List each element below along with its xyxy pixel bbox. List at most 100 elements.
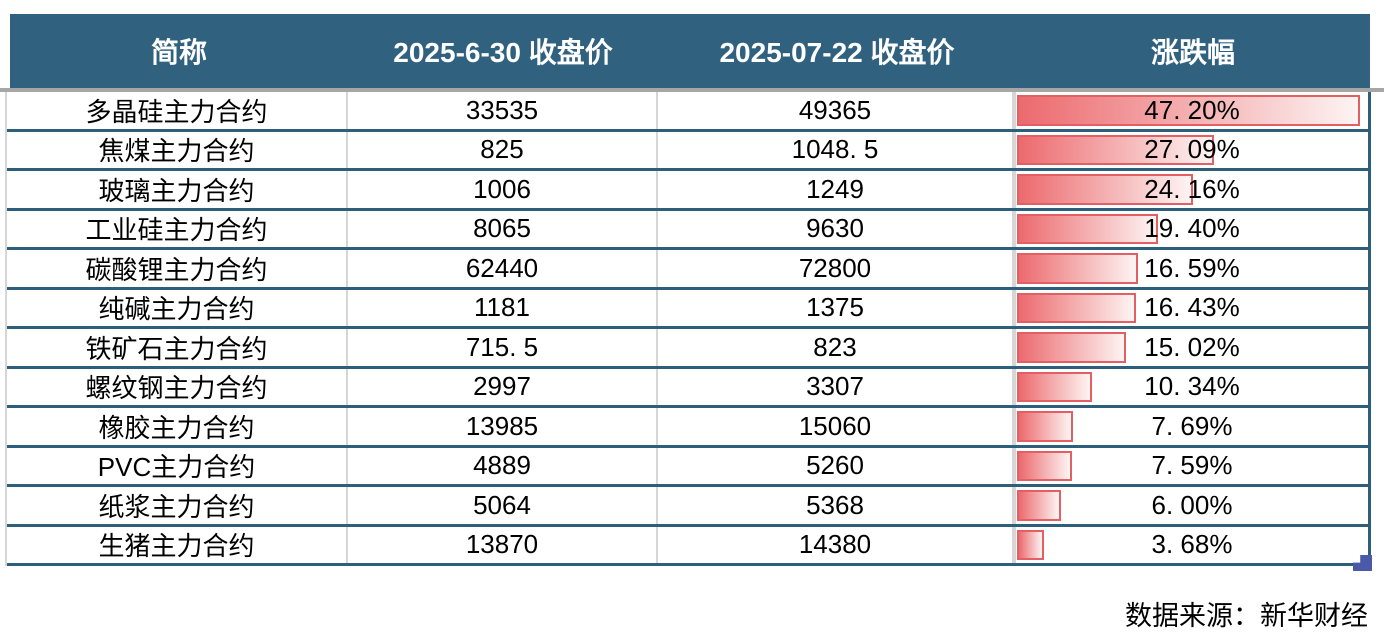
- data-bar-track: [1017, 134, 1360, 165]
- cell-change[interactable]: 15. 02%: [1016, 329, 1368, 366]
- change-label: 10. 34%: [1144, 371, 1240, 402]
- table-row: 生猪主力合约 13870 14380 3. 68%: [7, 526, 1368, 566]
- data-bar-track: [1017, 371, 1360, 402]
- table-row: 多晶硅主力合约 33535 49365 47. 20%: [7, 92, 1368, 132]
- data-bar-track: [1017, 95, 1360, 126]
- change-label: 24. 16%: [1144, 173, 1240, 204]
- cell-change[interactable]: 10. 34%: [1016, 369, 1368, 406]
- data-bar: [1017, 253, 1138, 284]
- cell-close-0722[interactable]: 15060: [658, 408, 1016, 445]
- data-bar: [1017, 332, 1127, 363]
- cell-close-0722[interactable]: 1375: [658, 289, 1016, 326]
- cell-contract-name[interactable]: 工业硅主力合约: [7, 210, 348, 247]
- cell-close-0722[interactable]: 72800: [658, 250, 1016, 287]
- header-divider-line: [0, 88, 1384, 92]
- cell-change[interactable]: 19. 40%: [1016, 211, 1368, 248]
- table-row: 纸浆主力合约 5064 5368 6. 00%: [7, 487, 1368, 527]
- data-bar: [1017, 174, 1193, 205]
- table-row: PVC主力合约 4889 5260 7. 59%: [7, 447, 1368, 487]
- data-bar-track: [1017, 292, 1360, 323]
- header-cell-name[interactable]: 简称: [150, 37, 207, 68]
- table-row: 焦煤主力合约 825 1048. 5 27. 09%: [7, 131, 1368, 171]
- cell-close-0630[interactable]: 2997: [348, 368, 658, 405]
- cell-close-0630[interactable]: 4889: [348, 447, 658, 484]
- cell-close-0630[interactable]: 62440: [348, 250, 658, 287]
- change-label: 15. 02%: [1144, 331, 1240, 362]
- cell-close-0722[interactable]: 9630: [658, 210, 1016, 247]
- change-label: 3. 68%: [1151, 529, 1233, 560]
- data-bar-track: [1017, 529, 1360, 560]
- change-label: 6. 00%: [1151, 489, 1233, 520]
- data-bar: [1017, 371, 1093, 402]
- cell-change[interactable]: 6. 00%: [1016, 487, 1368, 524]
- data-bar: [1017, 292, 1137, 323]
- data-bar-track: [1017, 174, 1360, 205]
- cell-close-0630[interactable]: 715. 5: [348, 329, 658, 366]
- cell-change[interactable]: 7. 59%: [1016, 448, 1368, 485]
- cell-change[interactable]: 3. 68%: [1016, 527, 1368, 564]
- data-bar: [1017, 490, 1061, 521]
- cell-contract-name[interactable]: 玻璃主力合约: [7, 171, 348, 208]
- cell-close-0722[interactable]: 5368: [658, 487, 1016, 524]
- cell-close-0722[interactable]: 14380: [658, 526, 1016, 563]
- cell-contract-name[interactable]: 纯碱主力合约: [7, 289, 348, 326]
- table-row: 工业硅主力合约 8065 9630 19. 40%: [7, 210, 1368, 250]
- data-bar: [1017, 95, 1360, 126]
- cell-close-0722[interactable]: 3307: [658, 368, 1016, 405]
- data-bar-track: [1017, 213, 1360, 244]
- cell-close-0630[interactable]: 825: [348, 131, 658, 168]
- data-bar: [1017, 411, 1073, 442]
- table-row: 玻璃主力合约 1006 1249 24. 16%: [7, 171, 1368, 211]
- cell-contract-name[interactable]: 多晶硅主力合约: [7, 92, 348, 129]
- change-label: 27. 09%: [1144, 134, 1240, 165]
- cell-close-0722[interactable]: 1249: [658, 171, 1016, 208]
- cell-contract-name[interactable]: 铁矿石主力合约: [7, 329, 348, 366]
- cell-close-0722[interactable]: 823: [658, 329, 1016, 366]
- table-row: 铁矿石主力合约 715. 5 823 15. 02%: [7, 329, 1368, 369]
- data-bar-track: [1017, 490, 1360, 521]
- header-cell-change[interactable]: 涨跌幅: [1150, 37, 1235, 68]
- data-bar-track: [1017, 411, 1360, 442]
- cell-close-0722[interactable]: 49365: [658, 92, 1016, 129]
- data-bar: [1017, 213, 1158, 244]
- cell-change[interactable]: 16. 59%: [1016, 250, 1368, 287]
- change-label: 7. 69%: [1151, 410, 1233, 441]
- header-cell-close-0630[interactable]: 2025-6-30 收盘价: [393, 37, 613, 68]
- cell-change[interactable]: 24. 16%: [1016, 171, 1368, 208]
- change-label: 7. 59%: [1151, 450, 1233, 481]
- cell-change[interactable]: 27. 09%: [1016, 132, 1368, 169]
- cell-contract-name[interactable]: 螺纹钢主力合约: [7, 368, 348, 405]
- data-bar: [1017, 529, 1044, 560]
- data-bar-track: [1017, 253, 1360, 284]
- change-label: 19. 40%: [1144, 213, 1240, 244]
- cell-change[interactable]: 47. 20%: [1016, 92, 1368, 129]
- change-label: 16. 59%: [1144, 252, 1240, 283]
- cell-contract-name[interactable]: 生猪主力合约: [7, 526, 348, 563]
- cell-close-0722[interactable]: 1048. 5: [658, 131, 1016, 168]
- cell-close-0630[interactable]: 33535: [348, 92, 658, 129]
- table-row: 螺纹钢主力合约 2997 3307 10. 34%: [7, 368, 1368, 408]
- cell-close-0630[interactable]: 13870: [348, 526, 658, 563]
- data-bar-track: [1017, 332, 1360, 363]
- table-header-row: 简称 2025-6-30 收盘价 2025-07-22 收盘价 涨跌幅: [10, 14, 1370, 88]
- table-body: 多晶硅主力合约 33535 49365 47. 20% 焦煤主力合约 825 1…: [5, 92, 1371, 566]
- cell-contract-name[interactable]: 焦煤主力合约: [7, 131, 348, 168]
- cell-contract-name[interactable]: 橡胶主力合约: [7, 408, 348, 445]
- cell-change[interactable]: 16. 43%: [1016, 290, 1368, 327]
- data-source-note: 数据来源：新华财经: [1125, 601, 1368, 631]
- cell-close-0630[interactable]: 1006: [348, 171, 658, 208]
- table-row: 纯碱主力合约 1181 1375 16. 43%: [7, 289, 1368, 329]
- cell-close-0722[interactable]: 5260: [658, 447, 1016, 484]
- data-bar: [1017, 450, 1073, 481]
- cell-change[interactable]: 7. 69%: [1016, 408, 1368, 445]
- cell-close-0630[interactable]: 13985: [348, 408, 658, 445]
- cell-close-0630[interactable]: 8065: [348, 210, 658, 247]
- cell-close-0630[interactable]: 5064: [348, 487, 658, 524]
- cell-close-0630[interactable]: 1181: [348, 289, 658, 326]
- data-bar-track: [1017, 450, 1360, 481]
- cell-contract-name[interactable]: PVC主力合约: [7, 447, 348, 484]
- header-cell-close-0722[interactable]: 2025-07-22 收盘价: [719, 37, 955, 68]
- cell-contract-name[interactable]: 纸浆主力合约: [7, 487, 348, 524]
- cell-contract-name[interactable]: 碳酸锂主力合约: [7, 250, 348, 287]
- table-row: 橡胶主力合约 13985 15060 7. 69%: [7, 408, 1368, 448]
